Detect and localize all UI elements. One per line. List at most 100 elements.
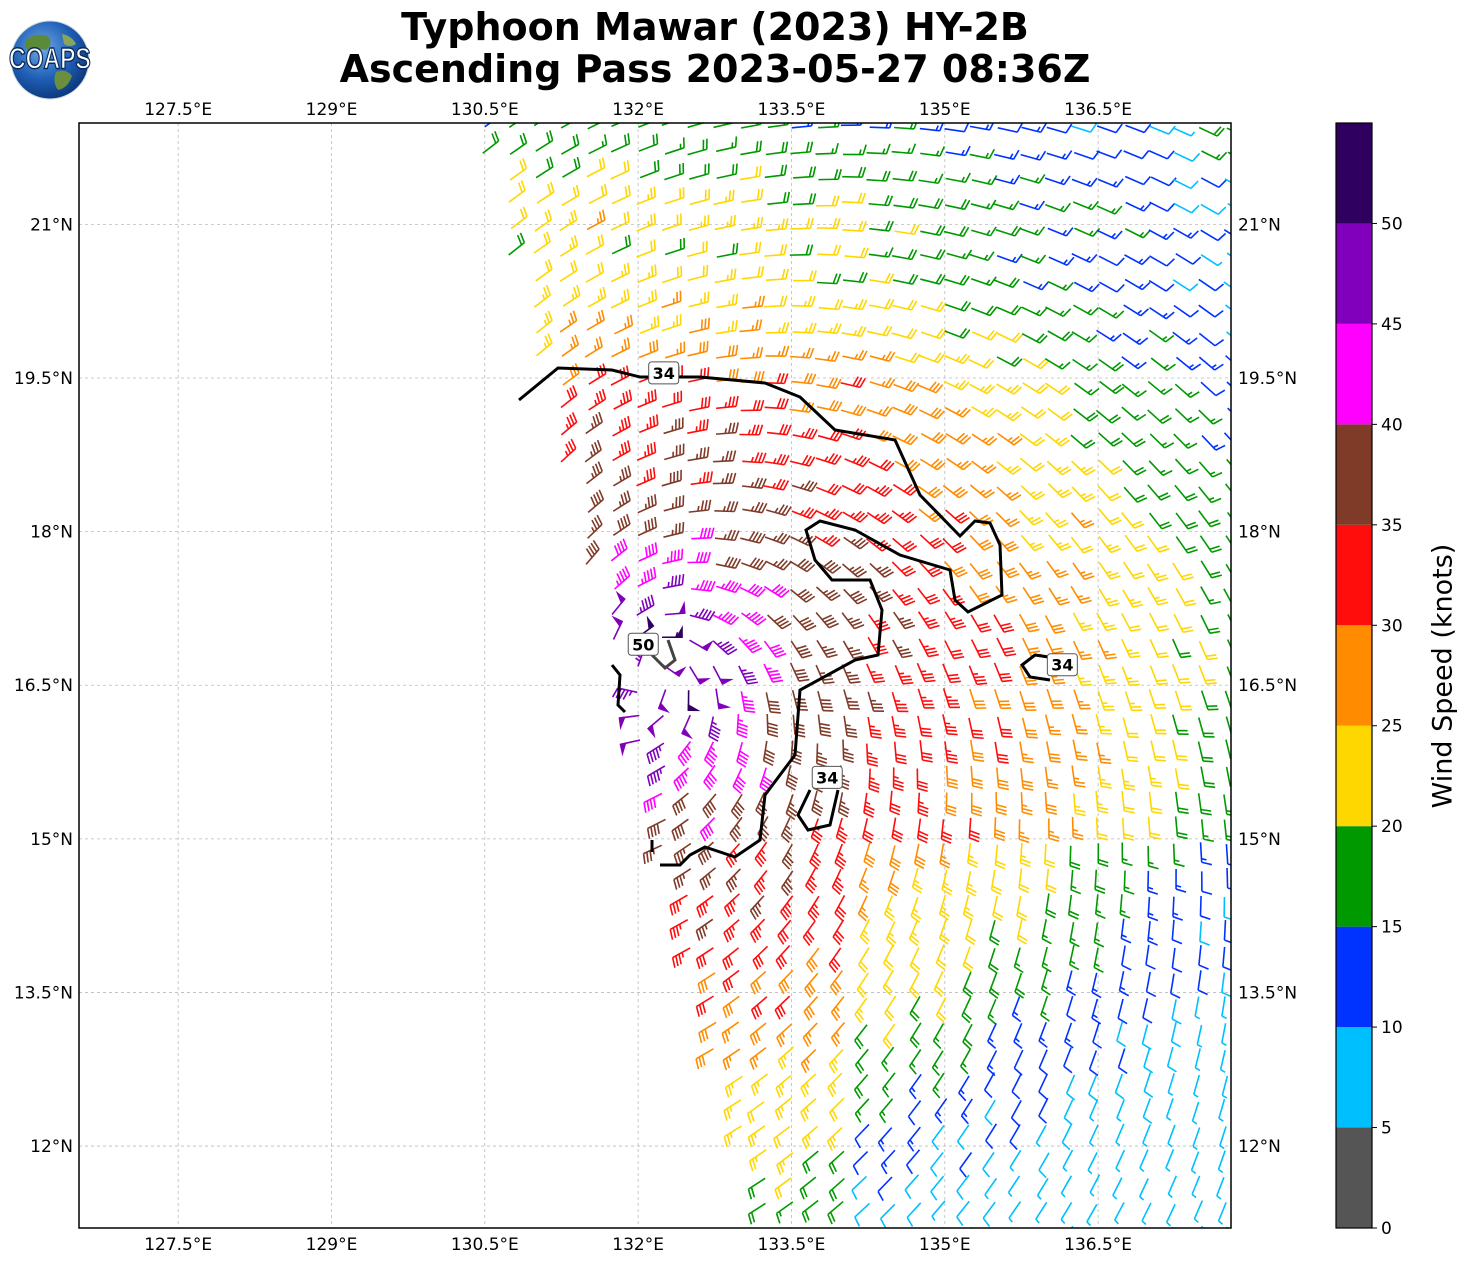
wind-barb [716, 344, 739, 359]
lon-tick-label: 132°E [612, 100, 664, 120]
wind-barb [1174, 151, 1201, 162]
wind-barb [1045, 202, 1072, 213]
wind-barb [781, 843, 794, 870]
wind-barb [863, 842, 876, 868]
wind-barb [716, 293, 739, 309]
colorbar-bin [1336, 926, 1372, 1028]
wind-barb [1122, 561, 1145, 580]
wind-barb [1174, 408, 1200, 424]
wind-barb [987, 948, 999, 974]
wind-barb [723, 893, 740, 918]
lat-tick-label: 12°N [30, 1137, 73, 1157]
wind-barb [892, 639, 913, 659]
wind-barb [657, 689, 671, 714]
wind-barb [1225, 355, 1231, 362]
wind-barb [1148, 150, 1175, 160]
wind-barb [1097, 690, 1115, 711]
wind-barb [817, 323, 842, 335]
wind-barb [1174, 383, 1200, 399]
wind-barb [944, 199, 971, 211]
colorbar-bin [1336, 524, 1372, 626]
wind-barb [997, 332, 1024, 343]
wind-barb [1073, 281, 1100, 293]
wind-barb [661, 314, 682, 332]
wind-barb [962, 1023, 973, 1050]
lon-tick-label: 129°E [306, 100, 358, 120]
wind-barb [723, 1125, 742, 1147]
wind-barb [1121, 666, 1140, 687]
wind-barb [907, 1126, 921, 1152]
wind-barb [535, 156, 554, 179]
wind-barb [1141, 1202, 1152, 1226]
wind-barb [775, 1074, 792, 1098]
wind-barb [884, 995, 897, 1022]
wind-barb [715, 136, 738, 153]
wind-barb [944, 328, 971, 339]
wind-barb [803, 996, 819, 1021]
wind-barb [997, 432, 1023, 446]
wind-barb [1217, 1150, 1226, 1174]
wind-barb [722, 995, 740, 1019]
wind-barb [993, 817, 1006, 842]
wind-barb [663, 495, 685, 512]
wind-barb [996, 716, 1013, 738]
wind-barb [1048, 818, 1060, 843]
wind-barb [1020, 485, 1046, 501]
wind-barb [857, 947, 870, 973]
wind-barb [1095, 790, 1109, 814]
wind-barb [749, 918, 766, 944]
wind-barb [1198, 332, 1225, 347]
wind-barb [1022, 382, 1049, 395]
wind-barb [762, 740, 776, 767]
wind-barb [1096, 612, 1117, 632]
wind-barb [827, 1072, 843, 1097]
wind-barb [1226, 381, 1231, 387]
wind-barb [713, 189, 735, 206]
wind-barb [931, 1050, 944, 1076]
wind-contours [518, 366, 1056, 867]
wind-barb [970, 614, 992, 633]
wind-barb [882, 969, 895, 996]
wind-barb [1063, 1099, 1074, 1126]
wind-barb [714, 268, 737, 284]
wind-barb [940, 819, 953, 844]
wind-barb [877, 1176, 893, 1201]
wind-barb [713, 611, 740, 626]
wind-barb [1175, 253, 1202, 265]
wind-barb [828, 1048, 844, 1074]
wind-barb [763, 478, 790, 491]
wind-barb [881, 1072, 896, 1098]
wind-barb [1071, 713, 1088, 735]
wind-barb [646, 818, 666, 839]
wind-barb [747, 1177, 766, 1200]
wind-barb [1038, 1022, 1048, 1049]
wind-barb [749, 1022, 767, 1046]
wind-barb [987, 998, 997, 1025]
lat-tick-label: 16.5°N [14, 676, 73, 696]
wind-barb [669, 894, 688, 916]
wind-barb [1019, 433, 1046, 447]
wind-barb [722, 947, 740, 971]
wind-barb [1149, 255, 1175, 267]
wind-barb [1198, 664, 1217, 685]
wind-barb [1148, 791, 1163, 815]
wind-barb [561, 334, 580, 357]
wind-barb [1148, 279, 1175, 292]
wind-barb [828, 947, 842, 974]
wind-barb [1095, 713, 1112, 735]
wind-barb [1221, 1075, 1229, 1099]
wind-barb [715, 422, 739, 435]
wind-barb [780, 817, 793, 844]
wind-barb [1150, 740, 1166, 762]
wind-barb [1165, 1098, 1174, 1121]
wind-barb [695, 947, 714, 970]
wind-barb [990, 869, 1002, 895]
wind-barb [916, 818, 929, 844]
wind-barb [661, 390, 683, 408]
wind-barb [703, 741, 718, 768]
wind-barb [827, 1200, 844, 1225]
wind-barb [994, 174, 1021, 185]
wind-barb [1142, 1124, 1151, 1147]
wind-barb [740, 216, 764, 231]
wind-barb [638, 414, 659, 434]
